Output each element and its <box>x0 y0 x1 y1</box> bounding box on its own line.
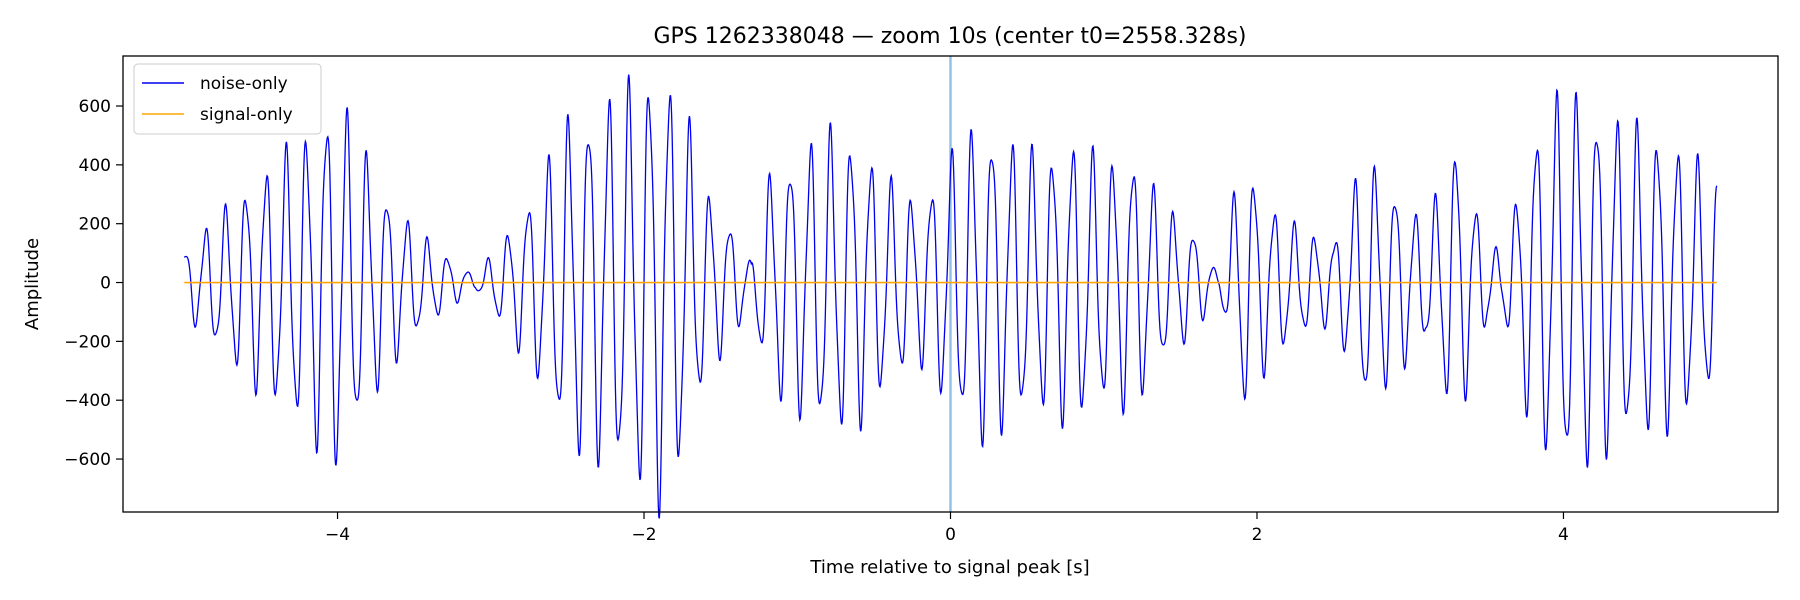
x-tick-label: 0 <box>945 525 956 545</box>
series-layer <box>183 74 1718 519</box>
y-tick-label: 200 <box>79 215 111 235</box>
series-line-noise-only <box>183 74 1718 519</box>
y-tick-label: 600 <box>79 97 111 117</box>
y-tick-label: 0 <box>100 274 111 294</box>
y-tick-label: −200 <box>64 332 111 352</box>
legend-label-signal-only: signal-only <box>200 105 293 125</box>
y-tick-label: −600 <box>64 450 111 470</box>
x-tick-label: −2 <box>631 525 656 545</box>
chart-title: GPS 1262338048 — zoom 10s (center t0=255… <box>653 24 1246 49</box>
y-axis: −600 −400 −200 0 200 400 600 <box>64 97 123 470</box>
x-tick-label: −4 <box>325 525 350 545</box>
legend-label-noise-only: noise-only <box>200 74 288 94</box>
y-axis-label: Amplitude <box>22 238 43 330</box>
x-tick-label: 4 <box>1558 525 1569 545</box>
y-tick-label: 400 <box>79 156 111 176</box>
y-tick-label: −400 <box>64 391 111 411</box>
plot-area <box>122 55 1779 519</box>
x-axis: −4 −2 0 2 4 <box>325 512 1569 545</box>
legend: noise-only signal-only <box>133 63 322 135</box>
legend-box <box>133 63 322 135</box>
x-tick-label: 2 <box>1252 525 1263 545</box>
x-axis-label: Time relative to signal peak [s] <box>809 557 1089 578</box>
